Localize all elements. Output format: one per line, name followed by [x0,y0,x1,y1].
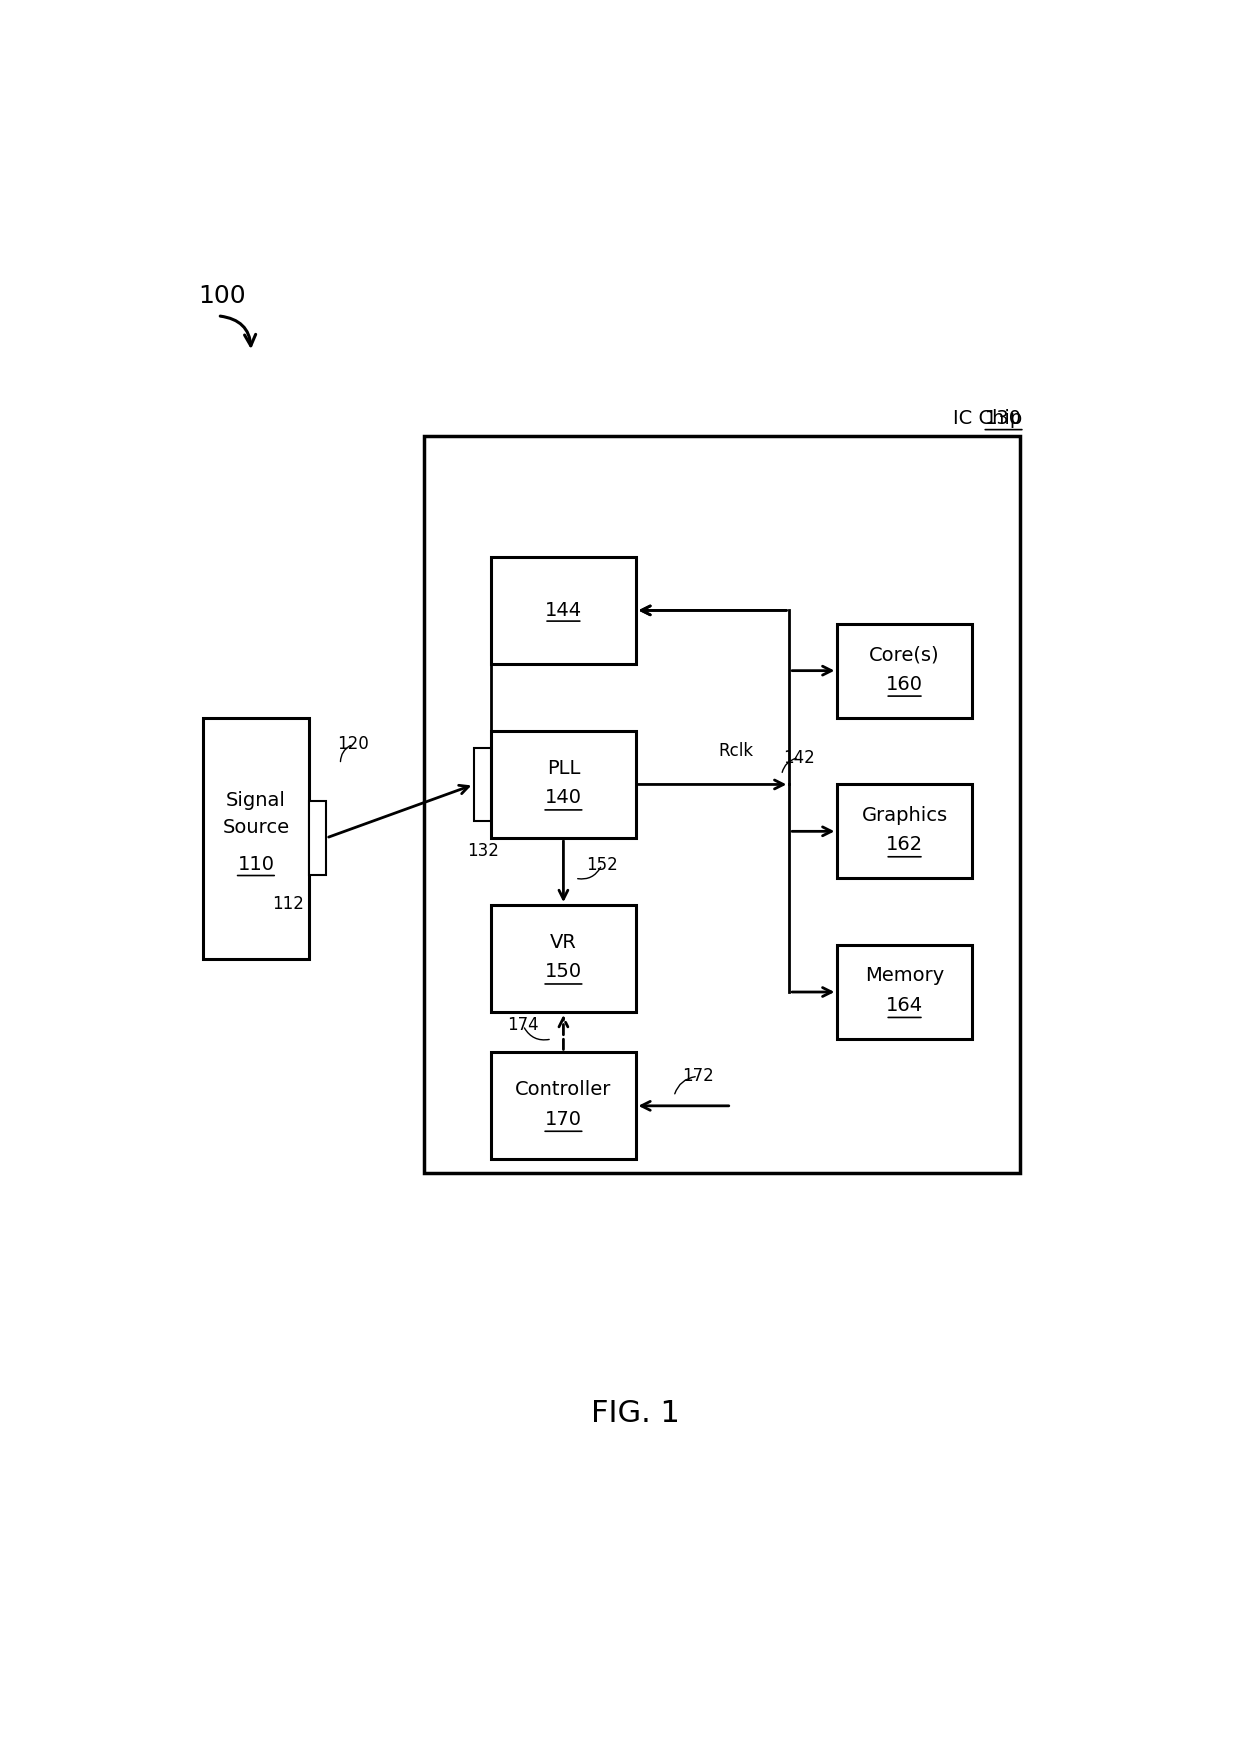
Text: 100: 100 [198,283,246,308]
Text: VR: VR [551,932,577,951]
Text: Core(s): Core(s) [869,645,940,664]
Text: Rclk: Rclk [719,743,754,760]
FancyBboxPatch shape [491,730,635,838]
FancyBboxPatch shape [424,436,1019,1172]
Text: 112: 112 [272,896,304,913]
FancyBboxPatch shape [837,784,972,878]
Text: 120: 120 [337,736,368,753]
Text: 172: 172 [682,1068,714,1085]
FancyBboxPatch shape [491,904,635,1012]
Text: 170: 170 [544,1109,582,1129]
Text: FIG. 1: FIG. 1 [591,1400,680,1428]
Text: Signal: Signal [226,791,286,810]
Text: 152: 152 [587,856,618,873]
Text: Controller: Controller [516,1080,611,1099]
Text: PLL: PLL [547,758,580,777]
Text: 110: 110 [237,856,274,875]
Text: IC Chip: IC Chip [952,409,1022,428]
FancyBboxPatch shape [309,802,326,875]
Text: 160: 160 [887,675,923,694]
FancyBboxPatch shape [837,946,972,1038]
FancyBboxPatch shape [203,718,309,958]
Text: 174: 174 [507,1017,539,1035]
Text: Memory: Memory [866,967,944,986]
Text: 164: 164 [887,996,923,1016]
Text: 150: 150 [544,962,582,981]
Text: 140: 140 [544,788,582,807]
Text: 132: 132 [466,842,498,859]
FancyBboxPatch shape [491,1052,635,1160]
Text: Graphics: Graphics [862,805,947,824]
FancyBboxPatch shape [837,624,972,718]
FancyBboxPatch shape [491,556,635,664]
FancyBboxPatch shape [474,748,491,821]
Text: 130: 130 [985,409,1022,428]
Text: 144: 144 [544,602,582,619]
Text: 162: 162 [887,835,923,854]
Text: 142: 142 [782,750,815,767]
Text: Source: Source [222,817,289,836]
